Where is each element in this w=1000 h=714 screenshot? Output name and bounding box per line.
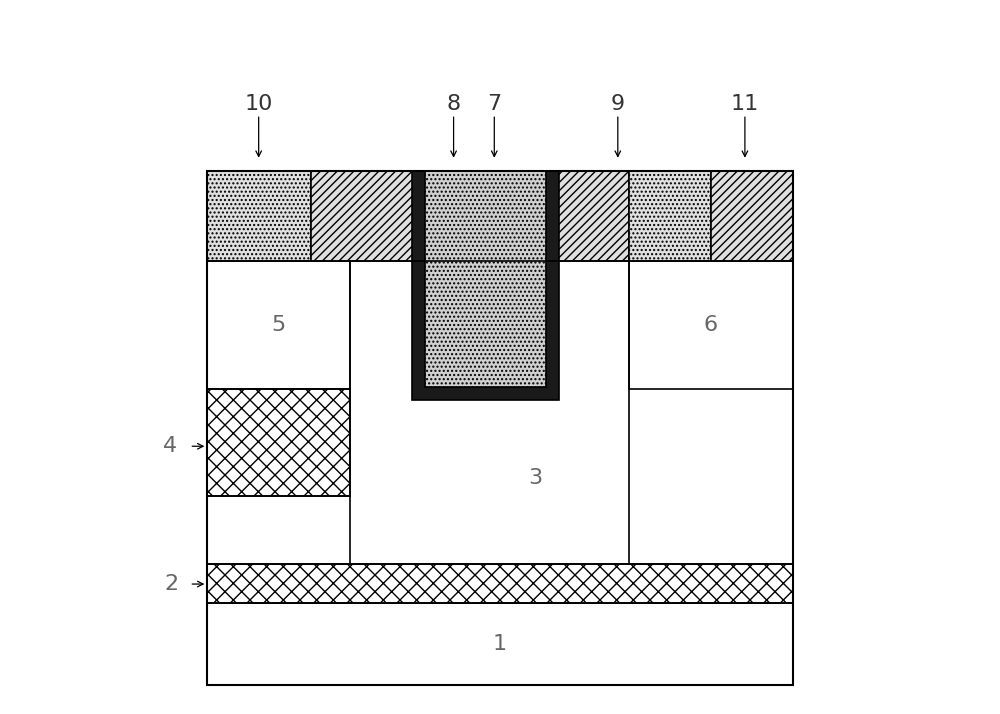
Text: 3: 3 — [529, 468, 543, 488]
Bar — [207, 564, 793, 603]
Text: 11: 11 — [731, 94, 759, 114]
Bar — [546, 171, 629, 261]
Bar — [425, 171, 546, 387]
Bar — [207, 171, 311, 261]
Bar — [207, 261, 350, 389]
Bar — [425, 171, 546, 261]
Text: 4: 4 — [163, 436, 177, 456]
Text: 6: 6 — [704, 315, 718, 335]
Text: 1: 1 — [493, 634, 507, 655]
Text: 9: 9 — [611, 94, 625, 114]
Text: 2: 2 — [164, 574, 179, 594]
Bar — [311, 171, 425, 261]
Bar — [629, 261, 793, 389]
Bar — [207, 603, 793, 685]
Text: 10: 10 — [244, 94, 273, 114]
Text: 8: 8 — [447, 94, 461, 114]
Text: 5: 5 — [272, 315, 286, 335]
Bar — [629, 171, 711, 261]
Bar — [711, 171, 793, 261]
Bar — [207, 171, 793, 685]
Text: 7: 7 — [487, 94, 501, 114]
Bar — [207, 389, 350, 496]
Bar — [207, 261, 793, 564]
Bar — [412, 171, 559, 400]
